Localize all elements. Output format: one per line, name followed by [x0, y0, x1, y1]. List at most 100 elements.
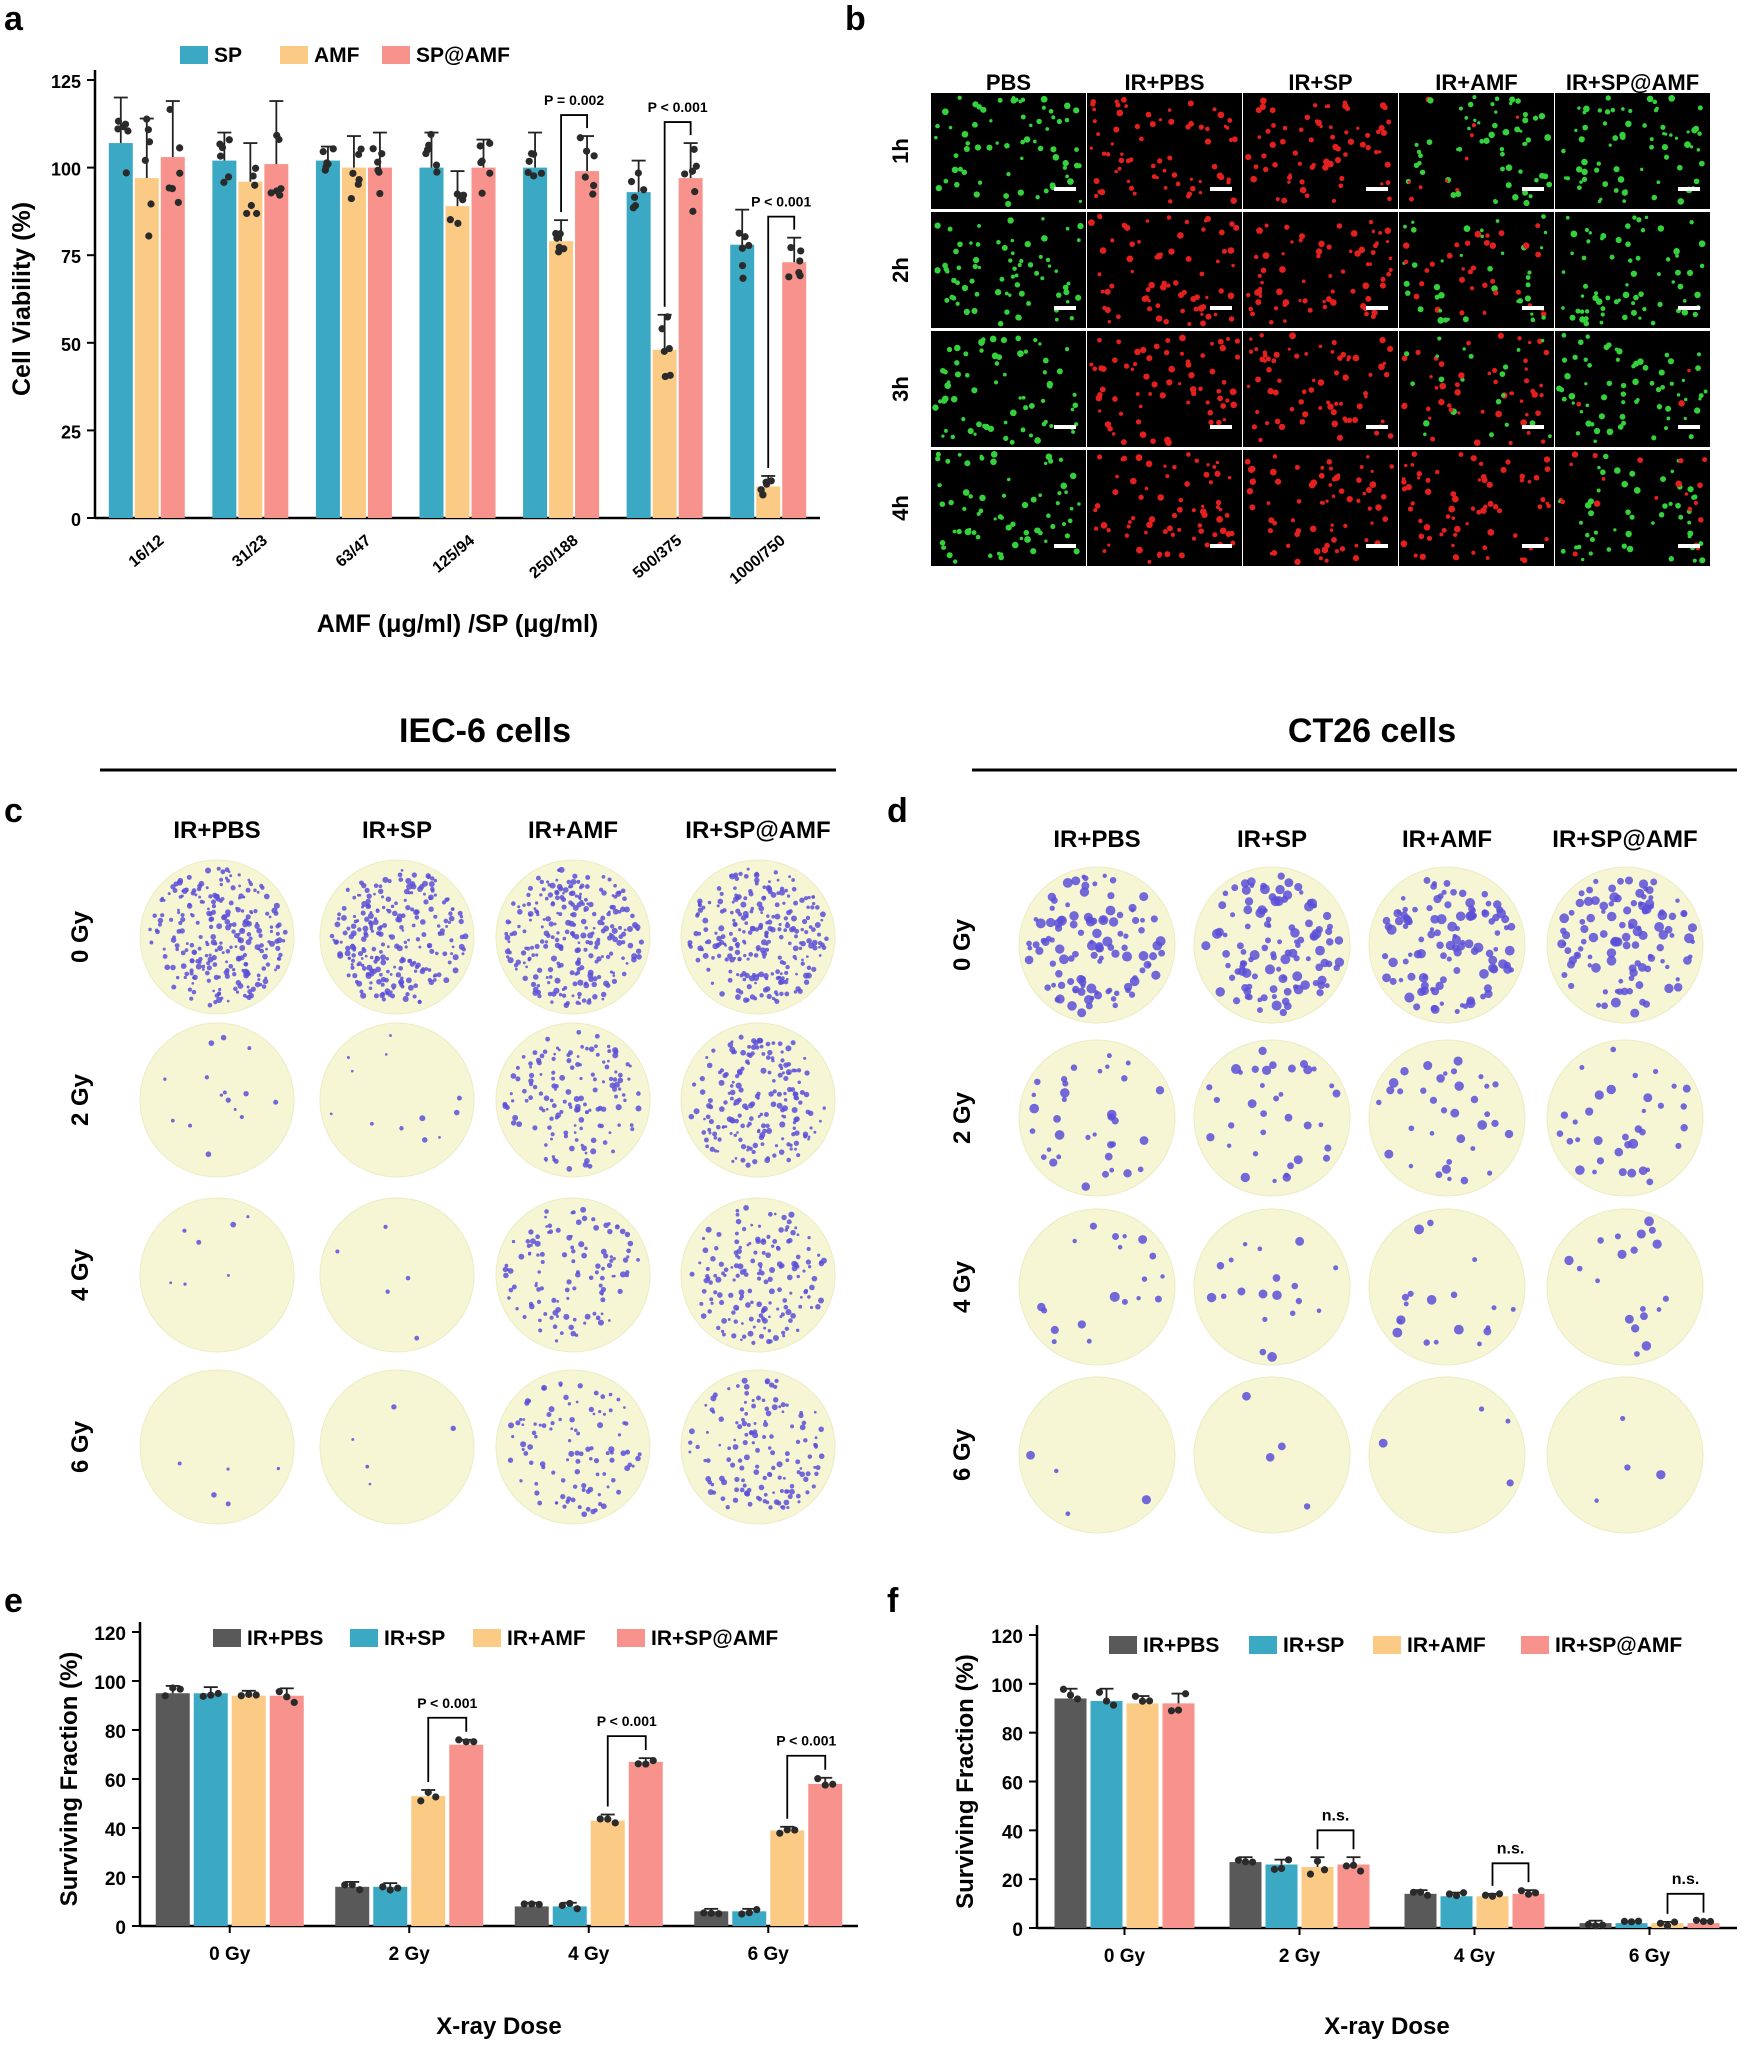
- data-point: [1409, 1888, 1418, 1896]
- colony-dot: [201, 964, 206, 969]
- cell-dot: [1621, 400, 1626, 405]
- cell-dot: [1304, 193, 1310, 199]
- colony-dot: [762, 1434, 767, 1439]
- colony-dot: [1024, 955, 1034, 965]
- colony-dot: [730, 1096, 734, 1101]
- colony-dot: [220, 896, 225, 901]
- colony-dot: [1454, 1008, 1460, 1014]
- colony-dot: [592, 976, 598, 982]
- colony-dot: [766, 993, 772, 1000]
- colony-dot: [579, 892, 582, 896]
- colony-dot: [751, 1340, 756, 1345]
- colony-dot: [722, 908, 727, 913]
- colony-dot: [238, 893, 244, 899]
- colony-dot: [798, 946, 803, 950]
- colony-dot: [544, 1215, 547, 1219]
- colony-dot: [1139, 1136, 1149, 1145]
- cell-dot: [1693, 500, 1699, 506]
- colony-dot: [1322, 1154, 1331, 1162]
- colony-dot: [405, 992, 410, 997]
- cell-dot: [1246, 292, 1251, 298]
- cell-dot: [1021, 501, 1029, 509]
- y-tick-label: 0: [71, 510, 81, 530]
- colony-dot: [502, 1101, 508, 1107]
- cell-dot: [1389, 464, 1395, 469]
- colony-dot: [790, 1087, 796, 1092]
- colony-dot: [720, 934, 726, 940]
- colony-dot: [755, 1464, 760, 1469]
- cell-dot: [1346, 417, 1353, 424]
- colony-dot: [527, 1399, 532, 1403]
- colony-dot: [1139, 892, 1149, 902]
- cell-dot: [948, 499, 954, 506]
- colony-dot: [1681, 911, 1688, 917]
- bar: [238, 181, 263, 518]
- colony-dot: [243, 918, 249, 924]
- colony-dot: [527, 885, 534, 891]
- colony-dot: [751, 972, 756, 977]
- colony-dot: [214, 993, 220, 998]
- cell-dot: [1633, 486, 1641, 494]
- colony-dot: [734, 1157, 738, 1160]
- cell-dot: [962, 489, 970, 496]
- colony-dot: [760, 947, 766, 954]
- cell-dot: [1378, 363, 1385, 371]
- colony-dot: [1061, 1097, 1067, 1103]
- colony-dot: [1040, 937, 1047, 944]
- cell-dot: [1462, 316, 1469, 323]
- colony-dot: [1498, 959, 1508, 969]
- colony-dot: [738, 1034, 744, 1040]
- cell-dot: [1697, 482, 1703, 489]
- colony-dot: [733, 956, 737, 960]
- cell-dot: [987, 553, 993, 559]
- colony-dot: [359, 880, 364, 886]
- colony-dot: [1682, 1084, 1691, 1093]
- colony-dot: [528, 1460, 534, 1466]
- colony-dot: [538, 1318, 542, 1323]
- cell-dot: [1684, 492, 1689, 496]
- cell-dot: [1340, 351, 1347, 358]
- colony-dot: [1318, 1122, 1324, 1128]
- cell-dot: [1500, 166, 1505, 172]
- cell-dot: [956, 528, 962, 535]
- cell-dot: [1500, 151, 1505, 157]
- cell-dot: [1621, 420, 1627, 426]
- colony-dot: [765, 942, 769, 946]
- cell-dot: [1373, 149, 1379, 155]
- colony-dot: [738, 871, 743, 876]
- data-point: [394, 1884, 402, 1892]
- colony-dot: [214, 948, 218, 953]
- cell-dot: [1411, 262, 1418, 268]
- colony-dot: [1065, 902, 1071, 908]
- colony-dot: [603, 980, 610, 987]
- colony-dot: [1579, 1065, 1585, 1071]
- colony-dot: [394, 901, 398, 906]
- colony-dot: [1680, 1103, 1687, 1110]
- colony-dot: [776, 1102, 783, 1109]
- cell-dot: [1127, 520, 1132, 524]
- cell-dot: [1057, 491, 1062, 496]
- cell-dot: [1163, 318, 1169, 325]
- colony-dot: [736, 1248, 742, 1255]
- data-point: [785, 273, 793, 281]
- cell-dot: [1317, 379, 1325, 386]
- colony-dot: [1594, 1090, 1604, 1100]
- bar: [575, 171, 600, 518]
- cell-dot: [1383, 371, 1390, 378]
- colony-dot: [778, 889, 786, 896]
- cell-dot: [1052, 153, 1060, 161]
- data-point: [355, 150, 363, 159]
- y-tick-label: 50: [61, 335, 81, 355]
- colony-dot: [601, 890, 607, 896]
- cell-dot: [1138, 494, 1144, 500]
- colony-dot: [1271, 1000, 1282, 1011]
- colony-dot: [1665, 964, 1670, 970]
- colony-dot: [568, 1450, 575, 1457]
- culture-plate: [1018, 1376, 1176, 1534]
- cell-dot: [994, 289, 1002, 296]
- colony-dot: [758, 1333, 765, 1339]
- bar: [1337, 1864, 1370, 1928]
- cell-dot: [1675, 254, 1679, 258]
- colony-dot: [584, 884, 590, 889]
- colony-dot: [1619, 921, 1626, 929]
